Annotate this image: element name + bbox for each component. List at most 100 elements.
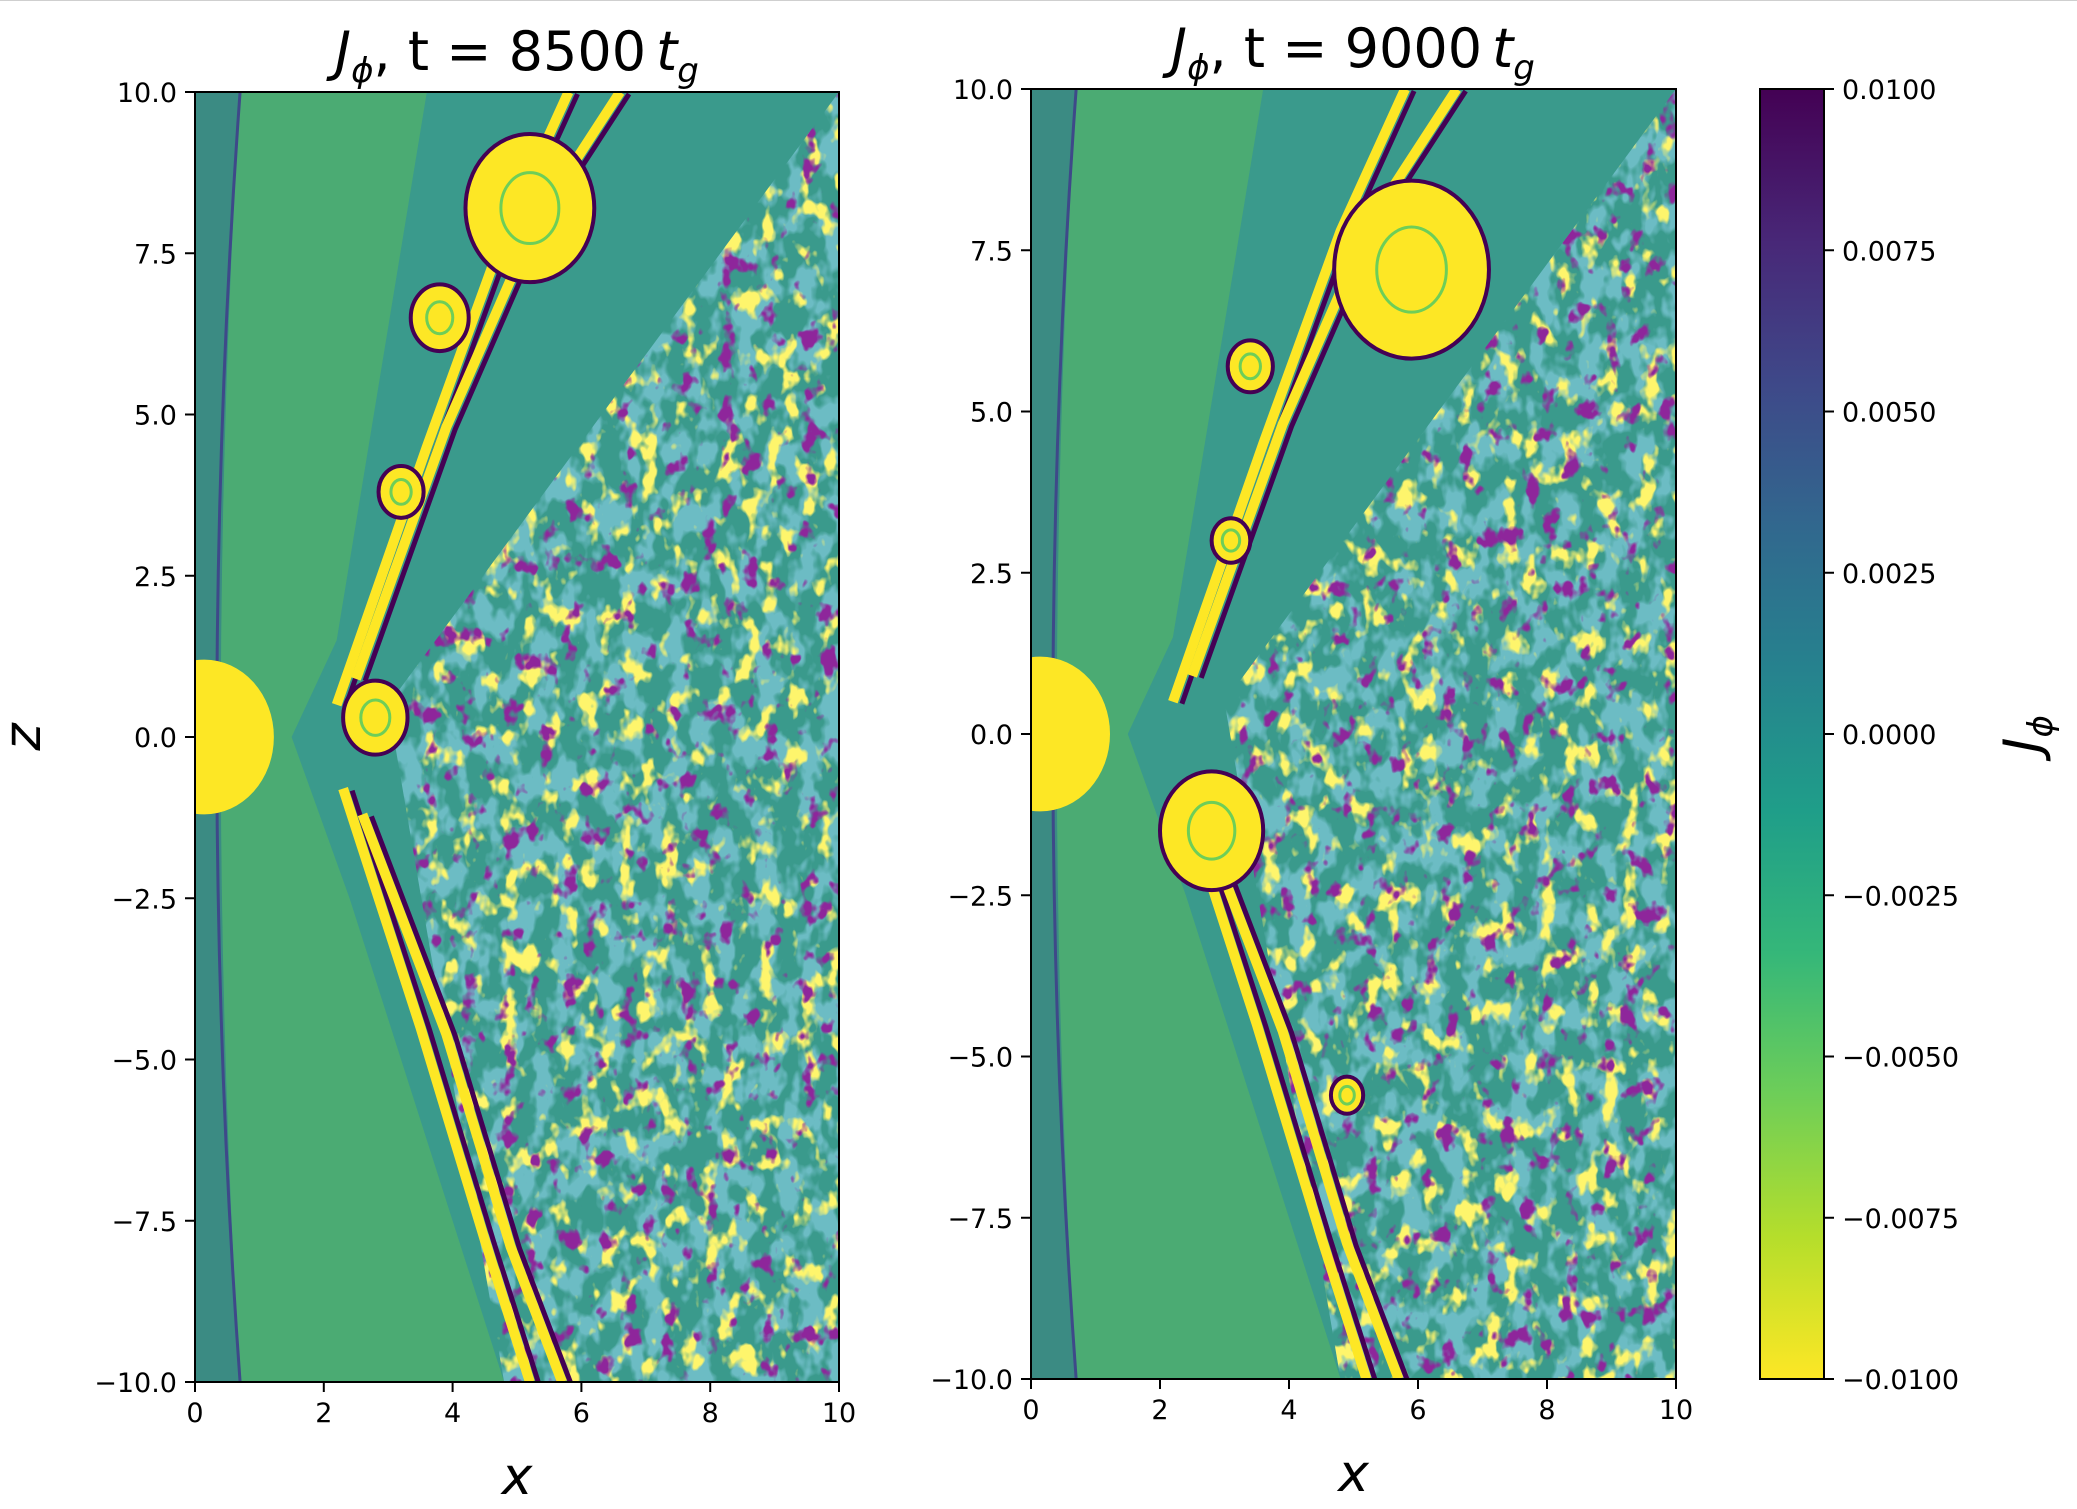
colorbar-tick-label: −0.0075 bbox=[1842, 1204, 1959, 1235]
colorbar-tick-label: 0.0000 bbox=[1842, 720, 1936, 751]
y-tick-label: 10.0 bbox=[953, 75, 1013, 106]
y-tick-label: −10.0 bbox=[94, 1368, 177, 1399]
current-sheet-dark bbox=[369, 815, 573, 1382]
yellow-core bbox=[195, 659, 274, 815]
y-tick-label: −2.5 bbox=[947, 881, 1013, 912]
title-sub: ϕ bbox=[1187, 48, 1209, 88]
x-tick-label: 8 bbox=[1538, 1395, 1555, 1426]
panel-1: 0 2 4 6 8 10 −10.0 −7.5 −5.0 −2.5 0.0 2.5 5.0 7.5 10.0… bbox=[0, 20, 856, 1507]
panel-2: 0 2 4 6 8 10 −10.0 −7.5 −5.0 −2.5 0.0 2.5 5.0 7.5 10.0… bbox=[930, 17, 1693, 1504]
current-sheet-dark bbox=[1205, 812, 1410, 1379]
y-tick-label: 2.5 bbox=[134, 562, 177, 593]
current-sheet-yellow bbox=[1194, 809, 1404, 1379]
plasmoid-inner-ring bbox=[1186, 800, 1237, 861]
y-tick-label: 5.0 bbox=[970, 398, 1013, 429]
yellow-core bbox=[1031, 656, 1110, 812]
x-tick-label: 0 bbox=[186, 1398, 203, 1429]
panel-title: Jϕ, t = 9000 tg bbox=[1162, 17, 1535, 88]
colorbar-tick-label: −0.0025 bbox=[1842, 881, 1959, 912]
title-unit-sub: g bbox=[677, 51, 699, 91]
y-tick-label: −7.5 bbox=[947, 1204, 1013, 1235]
y-tick-label: −5.0 bbox=[111, 1046, 177, 1077]
title-unit: t bbox=[656, 20, 679, 83]
title-var: J bbox=[1162, 17, 1187, 80]
colorbar-label-var: J bbox=[1993, 738, 2053, 762]
y-tick-label: 0.0 bbox=[134, 723, 177, 754]
plasmoid bbox=[376, 463, 426, 520]
plasmoid-inner-ring bbox=[359, 698, 392, 737]
y-tick-label: 10.0 bbox=[117, 78, 177, 109]
y-tick-label: 0.0 bbox=[970, 720, 1013, 751]
x-axis-label: x bbox=[500, 1447, 534, 1507]
funnel-region bbox=[220, 92, 505, 1382]
plasmoid-inner-ring bbox=[499, 171, 561, 246]
colorbar-label: Jϕ bbox=[1993, 715, 2061, 762]
y-tick-label: −5.0 bbox=[947, 1043, 1013, 1074]
colorbar-tick-label: −0.0050 bbox=[1842, 1043, 1959, 1074]
current-sheet-dark bbox=[349, 789, 541, 1382]
plasmoid-inner-ring bbox=[1220, 528, 1242, 553]
plasmoid bbox=[1209, 516, 1253, 565]
colorbar-tick-label: 0.0100 bbox=[1842, 75, 1936, 106]
title-sub: ϕ bbox=[351, 51, 373, 91]
title-time: t = 8500 bbox=[408, 20, 646, 83]
x-tick-label: 4 bbox=[1280, 1395, 1297, 1426]
colorbar-tick-label: 0.0050 bbox=[1842, 398, 1936, 429]
title-comma: , bbox=[374, 20, 408, 83]
current-sheet-yellow bbox=[1168, 89, 1410, 704]
x-tick-label: 6 bbox=[1409, 1395, 1426, 1426]
plasmoid bbox=[1158, 769, 1266, 893]
x-axis-label: x bbox=[1336, 1444, 1370, 1504]
heatmap-image bbox=[1031, 89, 1676, 1379]
plasmoid bbox=[408, 282, 471, 354]
title-comma: , bbox=[1210, 17, 1244, 80]
current-sheet-dark bbox=[362, 92, 632, 682]
plasmoid-inner-ring bbox=[425, 300, 455, 336]
current-sheet-dark bbox=[1185, 786, 1378, 1379]
plasmoid bbox=[341, 678, 410, 757]
title-unit: t bbox=[1492, 17, 1515, 80]
title-var: J bbox=[326, 20, 351, 83]
current-sheet-yellow bbox=[1174, 784, 1372, 1379]
colorbar-fill bbox=[1760, 89, 1824, 1379]
x-tick-label: 4 bbox=[444, 1398, 461, 1429]
funnel-region bbox=[1056, 89, 1341, 1379]
colorbar-tick-label: 0.0025 bbox=[1842, 559, 1936, 590]
plasmoid bbox=[1328, 1074, 1366, 1116]
heatmap-image bbox=[195, 92, 839, 1382]
turbulence-dark-filaments bbox=[1224, 89, 1676, 1379]
plasmoid bbox=[1332, 178, 1491, 361]
top-border-line bbox=[0, 0, 2077, 1]
plasmoid-inner-ring bbox=[1238, 352, 1262, 381]
y-tick-label: 7.5 bbox=[970, 236, 1013, 267]
x-tick-label: 2 bbox=[1151, 1395, 1168, 1426]
colorbar-tick-label: 0.0075 bbox=[1842, 236, 1936, 267]
plasmoid bbox=[1225, 338, 1275, 395]
plasmoid bbox=[463, 132, 597, 285]
y-tick-label: −7.5 bbox=[111, 1207, 177, 1238]
turbulence-dark-filaments bbox=[388, 92, 839, 1382]
colorbar-label-sub: ϕ bbox=[2021, 715, 2061, 737]
panel-title: Jϕ, t = 8500 tg bbox=[326, 20, 699, 91]
current-sheet-yellow bbox=[357, 812, 567, 1382]
y-tick-label: −10.0 bbox=[930, 1365, 1013, 1396]
plasmoid-inner-ring bbox=[389, 478, 413, 506]
x-tick-label: 10 bbox=[822, 1398, 856, 1429]
y-axis-label: z bbox=[0, 722, 53, 752]
title-time: t = 9000 bbox=[1244, 17, 1482, 80]
title-unit-sub: g bbox=[1513, 48, 1535, 88]
colorbar-tick-label: −0.0100 bbox=[1842, 1365, 1959, 1396]
x-tick-label: 6 bbox=[573, 1398, 590, 1429]
x-tick-label: 8 bbox=[702, 1398, 719, 1429]
x-tick-label: 10 bbox=[1659, 1395, 1693, 1426]
y-tick-label: 2.5 bbox=[970, 559, 1013, 590]
plasmoid-inner-ring bbox=[1338, 1084, 1356, 1106]
x-tick-label: 0 bbox=[1022, 1395, 1039, 1426]
y-tick-label: 7.5 bbox=[134, 239, 177, 270]
y-tick-label: 5.0 bbox=[134, 401, 177, 432]
x-tick-label: 2 bbox=[315, 1398, 332, 1429]
current-sheet-yellow bbox=[338, 787, 535, 1382]
y-tick-label: −2.5 bbox=[111, 884, 177, 915]
plasmoid-inner-ring bbox=[1375, 225, 1448, 314]
